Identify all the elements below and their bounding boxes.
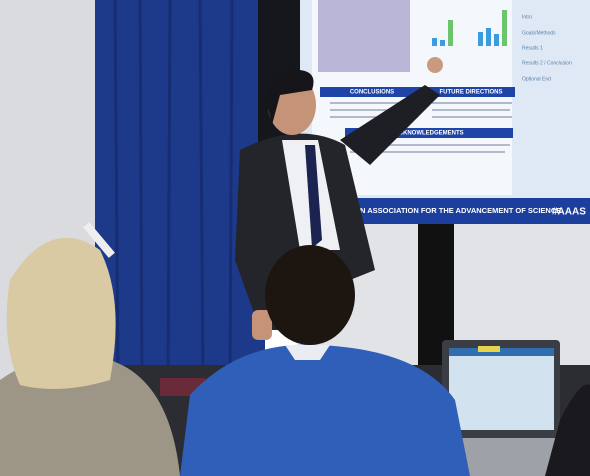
section-bar bbox=[320, 87, 425, 97]
sidebar-item: Goals/Methods bbox=[522, 30, 556, 36]
section-heading: CONCLUSIONS bbox=[350, 90, 394, 96]
poster-images bbox=[318, 0, 410, 72]
section-bar bbox=[427, 87, 515, 97]
section-heading: FUTURE DIRECTIONS bbox=[440, 90, 503, 96]
laptop bbox=[425, 340, 580, 476]
audience-right bbox=[545, 384, 590, 476]
audience-man bbox=[180, 245, 470, 476]
section-bar bbox=[345, 128, 513, 138]
sidebar-item: Results 1 bbox=[522, 45, 543, 51]
sidebar-item: Results 2 / Conclusion bbox=[522, 60, 572, 66]
audience-woman bbox=[0, 222, 180, 476]
banner-text: N ASSOCIATION FOR THE ADVANCEMENT OF SCI… bbox=[360, 206, 561, 215]
section-heading: ACKNOWLEDGEMENTS bbox=[394, 131, 463, 137]
hashtag: #AAAS bbox=[552, 207, 586, 218]
sidebar-item: Optional End bbox=[522, 76, 551, 82]
poster-chart bbox=[432, 10, 507, 46]
sidebar-item: Intro bbox=[522, 14, 532, 20]
blue-curtain bbox=[95, 0, 265, 380]
curtain-folds bbox=[113, 0, 234, 381]
